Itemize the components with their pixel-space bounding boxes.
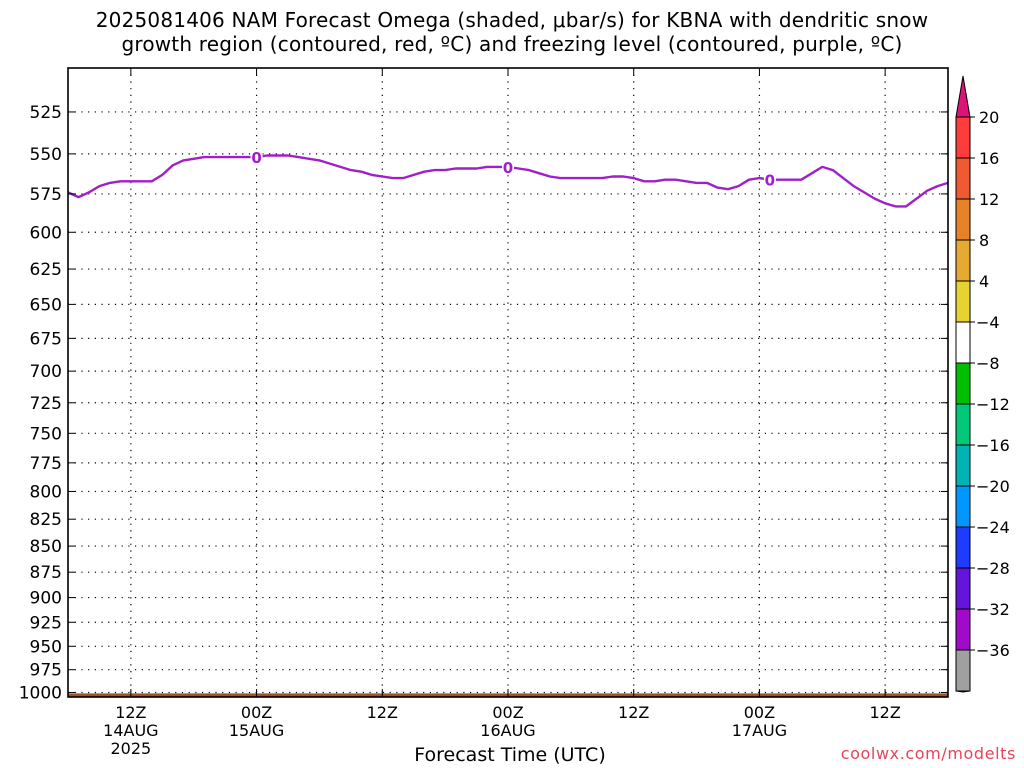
colorbar-segment-8	[955, 444, 971, 487]
x-tick-label-12-1: 14AUG	[103, 721, 158, 740]
x-tick-label-36-0: 12Z	[367, 703, 398, 722]
x-tick-label-72-1: 17AUG	[732, 721, 787, 740]
colorbar-label-4: 4	[979, 272, 989, 291]
colorbar-segment-9	[955, 485, 971, 528]
freezing-level-layer: 0 0 0	[67, 149, 949, 208]
colorbar-top-arrow	[955, 75, 971, 118]
contour-label-1: 0	[503, 159, 513, 177]
x-axis-title: Forecast Time (UTC)	[414, 744, 606, 766]
y-tick-label-525: 525	[30, 103, 62, 123]
y-tick-label-850: 850	[30, 537, 62, 557]
chart-title: 2025081406 NAM Forecast Omega (shaded, μ…	[0, 8, 1024, 56]
colorbar-label-1: 16	[979, 149, 999, 168]
y-tick-label-825: 825	[30, 510, 62, 530]
colorbar-label-5: −4	[976, 313, 1000, 332]
y-tick-label-625: 625	[30, 260, 62, 280]
contour-label-bg-0	[250, 149, 263, 166]
contour-label-0: 0	[251, 149, 261, 167]
x-tick-label-12-0: 12Z	[115, 703, 146, 722]
y-tick-label-875: 875	[30, 563, 62, 583]
colorbar-segment-11	[955, 567, 971, 610]
y-tick-label-650: 650	[30, 295, 62, 315]
colorbar-bottom-arrow	[955, 690, 971, 693]
colorbar-label-11: −28	[976, 559, 1010, 578]
colorbar-label-6: −8	[976, 354, 1000, 373]
x-tick-label-24-1: 15AUG	[229, 721, 284, 740]
colorbar-segment-4	[955, 280, 971, 323]
colorbar-segment-12	[955, 608, 971, 651]
y-tick-label-700: 700	[30, 362, 62, 382]
y-tick-label-675: 675	[30, 329, 62, 349]
y-tick-label-725: 725	[30, 394, 62, 414]
y-tick-label-975: 975	[30, 661, 62, 681]
colorbar-label-2: 12	[979, 190, 999, 209]
site-credit-link[interactable]: coolwx.com/modelts	[840, 744, 1016, 763]
contour-label-bg-1	[502, 158, 514, 175]
colorbar-segment-2	[955, 198, 971, 241]
contour-label-2: 0	[765, 172, 775, 190]
y-tick-label-1000: 1000	[19, 684, 62, 704]
y-tick-label-925: 925	[30, 613, 62, 633]
chart-title-line-2: growth region (contoured, red, ºC) and f…	[121, 32, 903, 56]
colorbar: 20 16 12 8 4 −4 −8 −12 −16 −20 −24 −28 −32 −36	[955, 75, 1010, 693]
y-tick-label-575: 575	[30, 185, 62, 205]
x-tick-label-48-0: 00Z	[492, 703, 523, 722]
colorbar-label-0: 20	[979, 108, 999, 127]
y-tick-label-800: 800	[30, 482, 62, 502]
axes-layer: 525 550 575 600 625 650 675 700 725 750 775 800 825 8…	[19, 67, 949, 758]
colorbar-segment-10	[955, 526, 971, 569]
colorbar-segment-3	[955, 239, 971, 282]
x-tick-label-72-0: 00Z	[744, 703, 775, 722]
x-tick-label-12-2: 2025	[110, 739, 151, 758]
y-tick-label-600: 600	[30, 223, 62, 243]
chart-title-line-1: 2025081406 NAM Forecast Omega (shaded, μ…	[95, 8, 929, 32]
plot-frame	[67, 67, 949, 698]
colorbar-label-10: −24	[976, 518, 1010, 537]
y-tick-label-550: 550	[30, 145, 62, 165]
colorbar-segment-7	[955, 403, 971, 446]
colorbar-label-7: −12	[976, 395, 1010, 414]
colorbar-label-3: 8	[979, 231, 989, 250]
colorbar-label-9: −20	[976, 477, 1010, 496]
colorbar-label-12: −32	[976, 600, 1010, 619]
colorbar-label-13: −36	[976, 641, 1010, 660]
y-tick-label-900: 900	[30, 589, 62, 609]
colorbar-segment-13	[955, 649, 971, 692]
colorbar-label-8: −16	[976, 436, 1010, 455]
x-tick-label-60-0: 12Z	[618, 703, 649, 722]
contour-label-bg-2	[763, 171, 776, 188]
y-tick-label-950: 950	[30, 637, 62, 657]
x-tick-label-84-0: 12Z	[869, 703, 900, 722]
colorbar-segment-6	[955, 362, 971, 405]
y-tick-label-775: 775	[30, 454, 62, 474]
colorbar-segment-5	[955, 321, 971, 364]
y-tick-label-750: 750	[30, 424, 62, 444]
x-tick-label-48-1: 16AUG	[480, 721, 535, 740]
x-tick-label-24-0: 00Z	[241, 703, 272, 722]
colorbar-segment-1	[955, 157, 971, 200]
colorbar-segment-0	[955, 116, 971, 159]
